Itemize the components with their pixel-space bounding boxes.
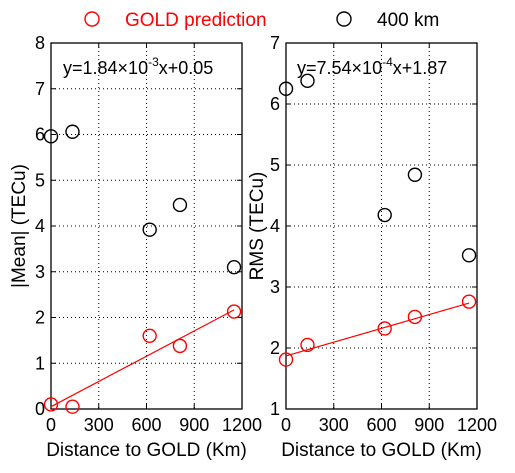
legend-label: GOLD prediction [125, 10, 267, 31]
point-gold-prediction [43, 397, 59, 412]
point-400km [65, 124, 80, 139]
x-tick-label: 1200 [222, 415, 262, 435]
x-tick-label: 300 [319, 415, 349, 435]
y-tick-label: 7 [35, 79, 45, 99]
point-400km [300, 73, 315, 89]
point-gold-prediction [172, 338, 188, 354]
y-tick-label: 6 [270, 94, 280, 114]
point-400km [278, 81, 294, 96]
point-gold-prediction [142, 328, 157, 343]
y-tick-label: 5 [270, 155, 280, 175]
y-tick-label: 7 [270, 33, 280, 53]
y-tick-label: 4 [35, 216, 45, 236]
legend-marker-circle-icon [336, 11, 352, 27]
point-gold-prediction [377, 321, 392, 336]
x-tick-label: 900 [414, 415, 444, 435]
x-tick-label: 900 [179, 415, 209, 435]
point-400km [377, 207, 392, 223]
x-axis-label: Distance to GOLD (Km) [46, 440, 247, 461]
x-tick-label: 600 [366, 415, 396, 435]
fit-equation-prefix: y=1.84×10 [63, 58, 148, 78]
fit-line [50, 309, 235, 408]
fit-equation-exponent: -4 [382, 55, 393, 69]
y-tick-label: 6 [35, 125, 45, 145]
point-400km [172, 197, 188, 213]
fit-equation: y=7.54×10-4x+1.87 [297, 55, 447, 78]
fit-equation-prefix: y=7.54×10 [297, 58, 382, 78]
point-gold-prediction [300, 337, 315, 353]
y-axis-label: RMS (TECu) [247, 172, 268, 281]
y-tick-label: 1 [35, 353, 45, 373]
panel-left: 0 300 600 900 1200 0 1 2 3 4 5 6 7 8 Distance to GOLD … [9, 33, 262, 461]
y-tick-label: 1 [270, 399, 280, 419]
y-tick-label: 3 [35, 262, 45, 282]
point-400km [461, 248, 477, 263]
y-tick-label: 2 [35, 308, 45, 328]
y-tick-label: 4 [270, 216, 280, 236]
plot-frame [50, 42, 243, 410]
point-400km [43, 129, 59, 144]
panel-right: 0 300 600 900 1200 1 2 3 4 5 6 7 Distance to GOLD (K… [247, 33, 497, 461]
legend-marker-circle-icon [84, 11, 100, 27]
x-tick-label: 1200 [457, 415, 497, 435]
legend: GOLD prediction 400 km [84, 10, 439, 31]
fit-equation-suffix: x+0.05 [159, 58, 214, 78]
fit-line [285, 302, 470, 357]
y-tick-label: 2 [270, 338, 280, 358]
point-gold-prediction [226, 304, 242, 319]
x-tick-label: 0 [46, 415, 56, 435]
y-tick-label: 3 [270, 277, 280, 297]
x-tick-label: 0 [281, 415, 291, 435]
y-tick-label: 5 [35, 170, 45, 190]
x-axis-label: Distance to GOLD (Km) [281, 440, 482, 461]
x-tick-label: 600 [131, 415, 161, 435]
point-400km [407, 167, 423, 182]
y-tick-label: 8 [35, 33, 45, 53]
point-gold-prediction [407, 309, 423, 325]
fit-equation-suffix: x+1.87 [393, 58, 448, 78]
point-400km [142, 222, 157, 237]
x-tick-label: 300 [84, 415, 114, 435]
y-tick-label: 0 [35, 399, 45, 419]
legend-label: 400 km [377, 10, 439, 31]
fit-equation-exponent: -3 [148, 55, 159, 69]
fit-equation: y=1.84×10-3x+0.05 [63, 55, 213, 78]
y-axis-label: |Mean| (TECu) [9, 164, 30, 288]
plot-frame [285, 42, 478, 410]
point-gold-prediction [278, 352, 294, 367]
point-gold-prediction [65, 399, 80, 414]
point-gold-prediction [461, 294, 477, 309]
point-400km [226, 259, 242, 275]
